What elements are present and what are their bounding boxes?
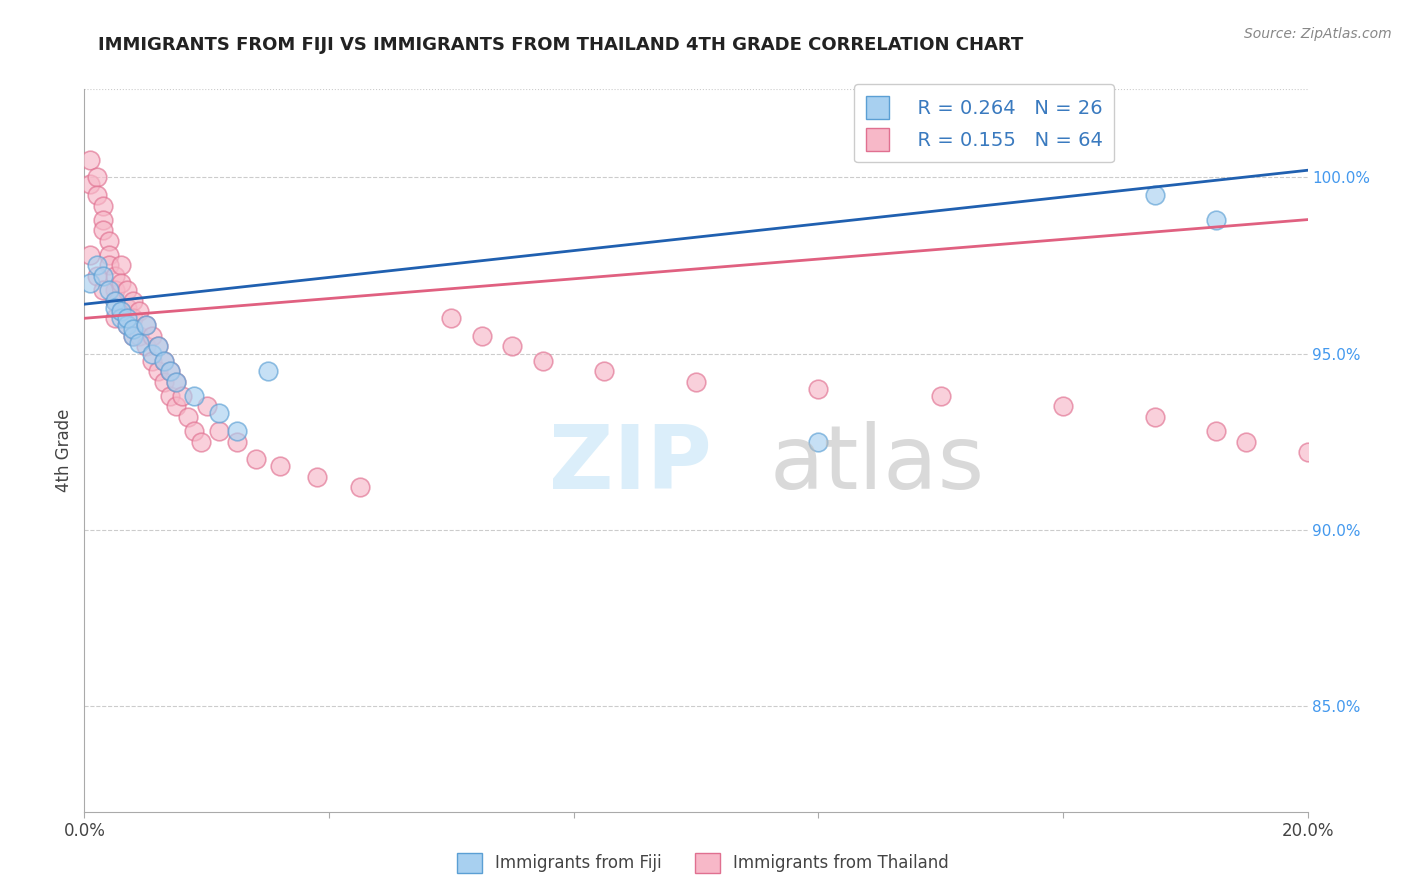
Point	[165, 400, 187, 414]
Point	[159, 364, 181, 378]
Point	[1205, 424, 1227, 438]
Y-axis label: 4th Grade: 4th Grade	[55, 409, 73, 492]
Point	[807, 382, 830, 396]
Point	[183, 424, 205, 438]
Point	[110, 304, 132, 318]
Point	[91, 283, 114, 297]
Point	[128, 335, 150, 350]
Point	[146, 364, 169, 378]
Point	[86, 268, 108, 283]
Point	[79, 276, 101, 290]
Point	[146, 339, 169, 353]
Point	[86, 188, 108, 202]
Point	[97, 259, 120, 273]
Point	[97, 283, 120, 297]
Point	[226, 434, 249, 449]
Point	[349, 480, 371, 494]
Point	[305, 470, 328, 484]
Point	[1143, 188, 1166, 202]
Point	[807, 434, 830, 449]
Point	[91, 212, 114, 227]
Point	[141, 329, 163, 343]
Point	[153, 353, 176, 368]
Point	[502, 339, 524, 353]
Point	[685, 375, 707, 389]
Point	[104, 311, 127, 326]
Legend: Immigrants from Fiji, Immigrants from Thailand: Immigrants from Fiji, Immigrants from Th…	[450, 847, 956, 880]
Point	[135, 339, 157, 353]
Point	[122, 329, 145, 343]
Point	[122, 311, 145, 326]
Point	[115, 311, 138, 326]
Point	[110, 259, 132, 273]
Point	[122, 322, 145, 336]
Text: IMMIGRANTS FROM FIJI VS IMMIGRANTS FROM THAILAND 4TH GRADE CORRELATION CHART: IMMIGRANTS FROM FIJI VS IMMIGRANTS FROM …	[98, 36, 1024, 54]
Point	[257, 364, 280, 378]
Legend:   R = 0.264   N = 26,   R = 0.155   N = 64: R = 0.264 N = 26, R = 0.155 N = 64	[855, 85, 1115, 162]
Point	[177, 409, 200, 424]
Point	[135, 318, 157, 333]
Point	[91, 223, 114, 237]
Point	[153, 353, 176, 368]
Point	[104, 268, 127, 283]
Point	[531, 353, 554, 368]
Point	[122, 329, 145, 343]
Point	[91, 268, 114, 283]
Point	[1205, 212, 1227, 227]
Point	[115, 301, 138, 315]
Point	[128, 304, 150, 318]
Point	[1236, 434, 1258, 449]
Point	[104, 293, 127, 308]
Point	[208, 407, 231, 421]
Point	[1052, 400, 1074, 414]
Point	[1143, 409, 1166, 424]
Point	[104, 301, 127, 315]
Point	[91, 198, 114, 212]
Point	[226, 424, 249, 438]
Point	[159, 364, 181, 378]
Point	[79, 178, 101, 192]
Point	[110, 276, 132, 290]
Point	[104, 293, 127, 308]
Point	[97, 234, 120, 248]
Point	[183, 389, 205, 403]
Point	[245, 452, 267, 467]
Point	[135, 318, 157, 333]
Point	[471, 329, 494, 343]
Point	[146, 339, 169, 353]
Point	[208, 424, 231, 438]
Point	[86, 170, 108, 185]
Point	[1296, 445, 1319, 459]
Point	[79, 248, 101, 262]
Point	[440, 311, 463, 326]
Point	[929, 389, 952, 403]
Point	[97, 248, 120, 262]
Point	[115, 318, 138, 333]
Point	[190, 434, 212, 449]
Point	[110, 304, 132, 318]
Text: atlas: atlas	[769, 421, 984, 508]
Point	[172, 389, 194, 403]
Point	[159, 389, 181, 403]
Point	[141, 353, 163, 368]
Point	[165, 375, 187, 389]
Point	[165, 375, 187, 389]
Point	[115, 283, 138, 297]
Point	[122, 293, 145, 308]
Text: Source: ZipAtlas.com: Source: ZipAtlas.com	[1244, 27, 1392, 41]
Point	[115, 318, 138, 333]
Point	[195, 400, 218, 414]
Point	[86, 259, 108, 273]
Text: ZIP: ZIP	[550, 421, 711, 508]
Point	[128, 329, 150, 343]
Point	[104, 283, 127, 297]
Point	[269, 459, 291, 474]
Point	[593, 364, 616, 378]
Point	[153, 375, 176, 389]
Point	[110, 311, 132, 326]
Point	[79, 153, 101, 167]
Point	[141, 346, 163, 360]
